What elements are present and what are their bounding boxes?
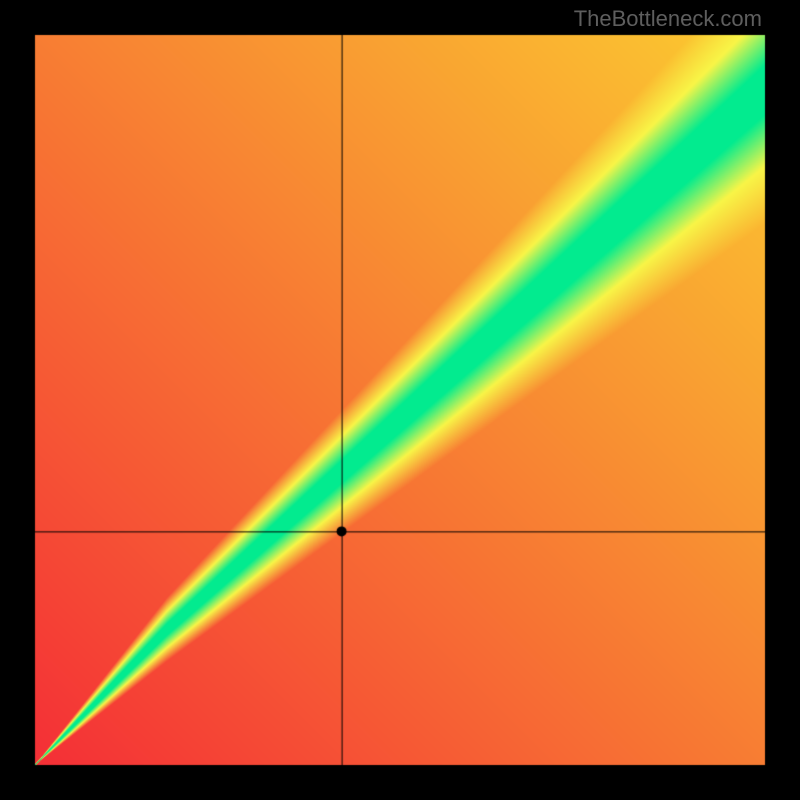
watermark-text: TheBottleneck.com xyxy=(574,6,762,32)
chart-container: TheBottleneck.com xyxy=(0,0,800,800)
heatmap-canvas xyxy=(0,0,800,800)
